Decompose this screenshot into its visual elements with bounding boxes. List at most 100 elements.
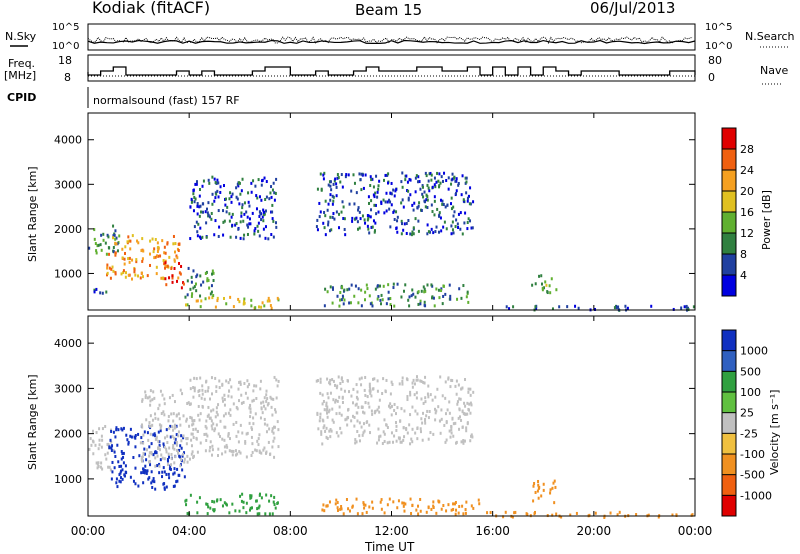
heatmap-cell: [363, 298, 366, 302]
heatmap-cell: [360, 376, 363, 380]
heatmap-cell: [346, 379, 349, 383]
heatmap-cell: [469, 401, 472, 405]
heatmap-cell: [354, 284, 357, 288]
colorbar-segment: [722, 412, 736, 434]
heatmap-cell: [387, 283, 390, 287]
heatmap-cell: [360, 383, 363, 387]
heatmap-cell: [163, 402, 166, 406]
heatmap-cell: [341, 200, 344, 204]
heatmap-cell: [171, 393, 174, 397]
heatmap-cell: [441, 302, 444, 306]
heatmap-cell: [358, 421, 361, 425]
heatmap-cell: [260, 183, 263, 187]
heatmap-cell: [449, 385, 452, 389]
heatmap-cell: [394, 421, 397, 425]
heatmap-cell: [163, 457, 166, 461]
heatmap-cell: [114, 271, 117, 275]
heatmap-cell: [219, 419, 222, 423]
heatmap-cell: [266, 299, 269, 303]
heatmap-cell: [160, 453, 163, 457]
heatmap-cell: [335, 498, 338, 502]
heatmap-cell: [150, 470, 153, 474]
heatmap-cell: [112, 430, 115, 434]
heatmap-cell: [229, 413, 232, 417]
heatmap-cell: [215, 385, 218, 389]
heatmap-cell: [157, 445, 160, 449]
colorbar-tick-label: 16: [740, 206, 754, 219]
heatmap-cell: [161, 470, 164, 474]
heatmap-cell: [456, 297, 459, 301]
heatmap-cell: [377, 184, 380, 188]
heatmap-cell: [460, 296, 463, 300]
heatmap-cell: [114, 241, 117, 245]
heatmap-cell: [459, 397, 462, 401]
heatmap-cell: [354, 403, 357, 407]
heatmap-cell: [427, 395, 430, 399]
heatmap-cell: [270, 494, 273, 498]
heatmap-cell: [149, 432, 152, 436]
heatmap-cell: [429, 431, 432, 435]
heatmap-cell: [277, 428, 280, 432]
heatmap-cell: [362, 410, 365, 414]
heatmap-cell: [407, 298, 410, 302]
heatmap-cell: [204, 297, 207, 301]
heatmap-cell: [537, 486, 540, 490]
heatmap-cell: [372, 185, 375, 189]
heatmap-cell: [204, 271, 207, 275]
heatmap-cell: [100, 233, 103, 237]
heatmap-cell: [416, 426, 419, 430]
heatmap-cell: [254, 184, 257, 188]
heatmap-cell: [364, 503, 367, 507]
heatmap-cell: [467, 194, 470, 198]
heatmap-cell: [250, 181, 253, 185]
heatmap-cell: [145, 471, 148, 475]
heatmap-cell: [122, 426, 125, 430]
heatmap-cell: [217, 403, 220, 407]
heatmap-cell: [319, 416, 322, 420]
heatmap-cell: [262, 213, 265, 217]
heatmap-cell: [549, 488, 552, 492]
heatmap-cell: [362, 431, 365, 435]
heatmap-cell: [109, 438, 112, 442]
heatmap-cell: [275, 225, 278, 229]
heatmap-cell: [170, 452, 173, 456]
heatmap-cell: [186, 512, 189, 516]
heatmap-cell: [96, 244, 99, 248]
heatmap-cell: [406, 189, 409, 193]
heatmap-cell: [227, 394, 230, 398]
heatmap-cell: [136, 239, 139, 243]
heatmap-cell: [272, 181, 275, 185]
heatmap-cell: [423, 290, 426, 294]
heatmap-cell: [217, 432, 220, 436]
heatmap-cell: [471, 435, 474, 439]
heatmap-cell: [265, 430, 268, 434]
heatmap-cell: [175, 254, 178, 258]
heatmap-cell: [259, 416, 262, 420]
heatmap-cell: [106, 233, 109, 237]
heatmap-cell: [154, 434, 157, 438]
heatmap-cell: [238, 300, 241, 304]
heatmap-cell: [262, 219, 265, 223]
heatmap-cell: [324, 214, 327, 218]
x-tick-label: 08:00: [273, 524, 308, 538]
heatmap-cell: [116, 443, 119, 447]
freq-ytick-left-bottom: 8: [64, 71, 71, 84]
heatmap-cell: [228, 511, 231, 515]
heatmap-cell: [217, 447, 220, 451]
heatmap-cell: [209, 445, 212, 449]
heatmap-cell: [371, 177, 374, 181]
heatmap-cell: [393, 217, 396, 221]
heatmap-cell: [267, 440, 270, 444]
heatmap-cell: [426, 206, 429, 210]
heatmap-cell: [101, 291, 104, 295]
heatmap-cell: [554, 485, 557, 489]
heatmap-cell: [387, 290, 390, 294]
heatmap-cell: [413, 393, 416, 397]
heatmap-cell: [355, 383, 358, 387]
heatmap-cell: [423, 300, 426, 304]
heatmap-cell: [244, 439, 247, 443]
heatmap-cell: [201, 235, 204, 239]
heatmap-cell: [374, 203, 377, 207]
heatmap-cell: [208, 286, 211, 290]
heatmap-cell: [177, 434, 180, 438]
